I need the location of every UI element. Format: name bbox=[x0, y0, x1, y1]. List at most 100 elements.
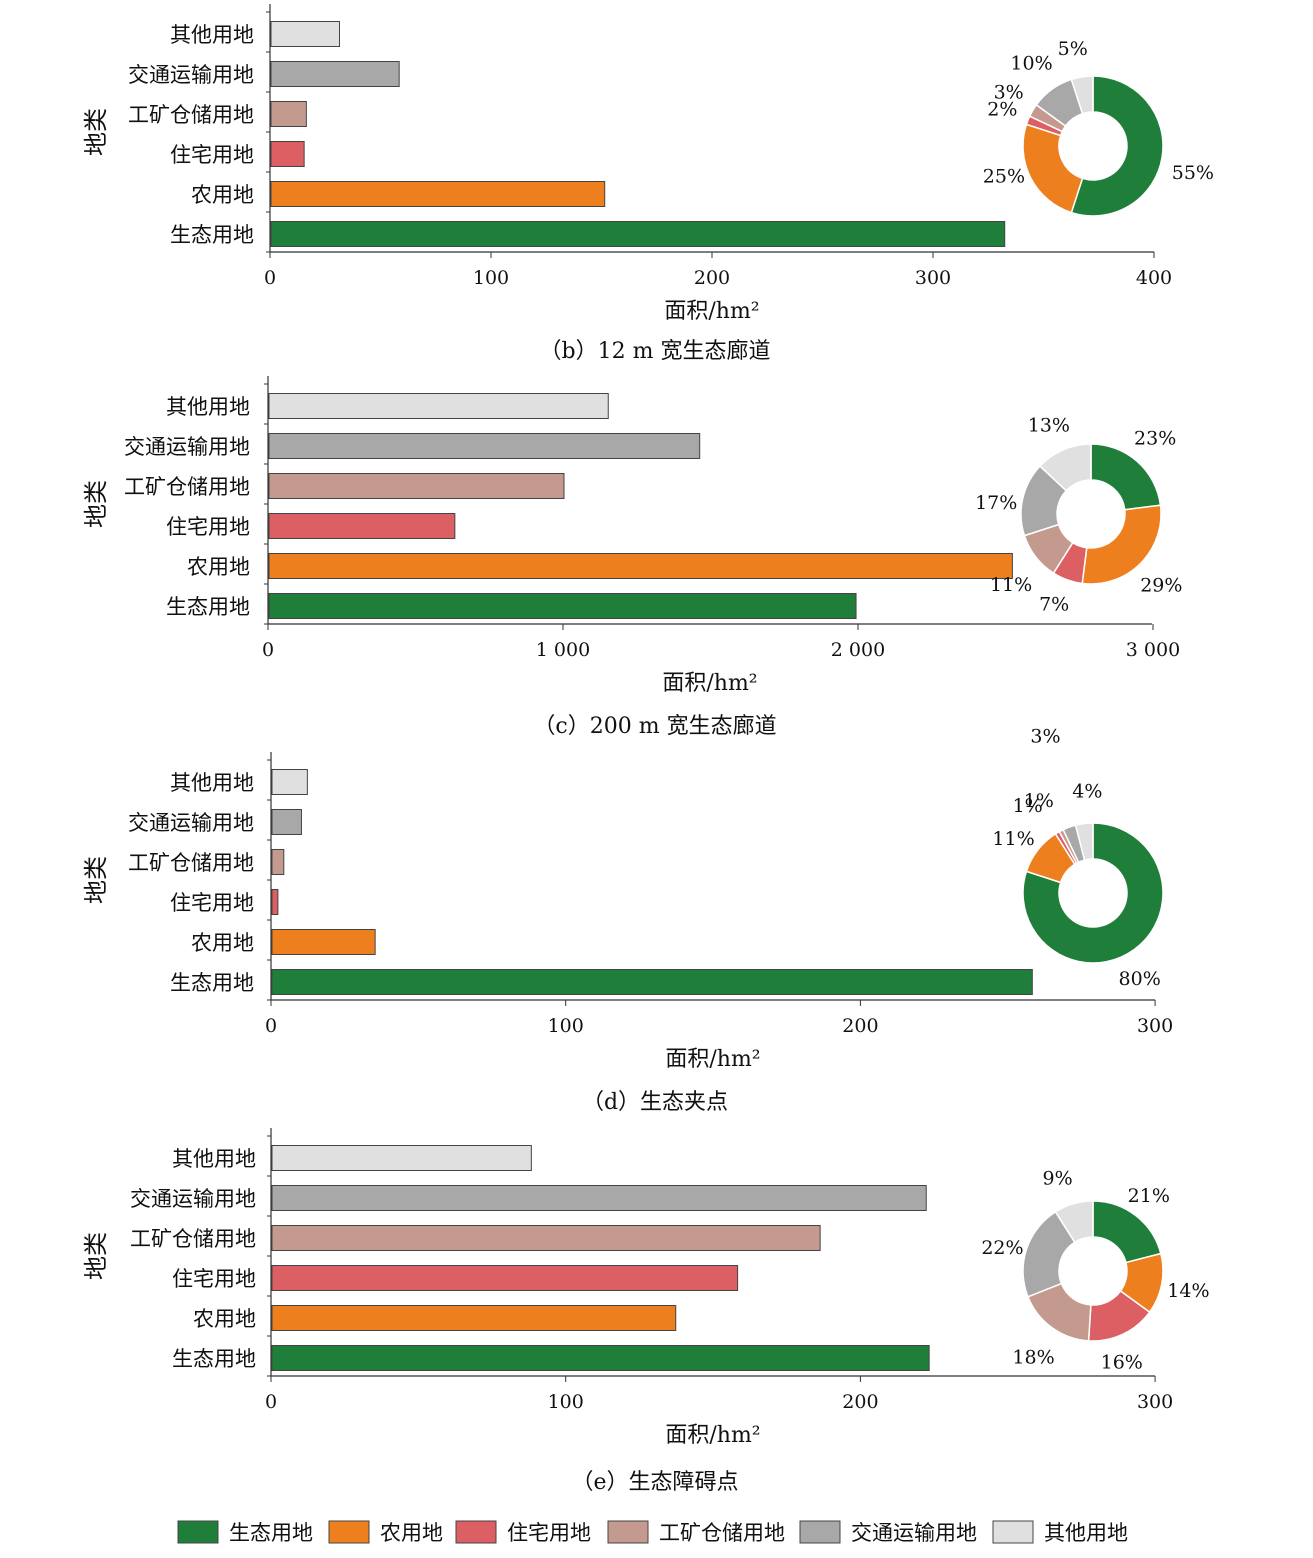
category-label: 交通运输用地 bbox=[124, 435, 250, 459]
bar bbox=[268, 433, 701, 459]
category-label: 生态用地 bbox=[172, 1347, 256, 1371]
x-tick-label: 300 bbox=[1137, 1391, 1173, 1413]
bar bbox=[271, 1185, 927, 1211]
bar bbox=[271, 1225, 821, 1251]
x-tick-label: 100 bbox=[473, 267, 509, 289]
pie-label: 3% bbox=[994, 82, 1024, 104]
pie-slice bbox=[1081, 504, 1162, 585]
x-tick-label: 100 bbox=[548, 1015, 584, 1037]
category-label: 生态用地 bbox=[166, 595, 250, 619]
pie-label: 22% bbox=[981, 1237, 1023, 1259]
pie-label: 10% bbox=[1010, 52, 1052, 74]
category-label: 农用地 bbox=[191, 931, 254, 955]
pie-label: 1% bbox=[1013, 795, 1043, 817]
pie-label: 55% bbox=[1172, 162, 1214, 184]
x-axis-title: 面积/hm² bbox=[662, 671, 757, 696]
bar bbox=[271, 889, 279, 915]
pie-label: 5% bbox=[1058, 38, 1088, 60]
legend-label: 工矿仓储用地 bbox=[659, 1521, 785, 1545]
bar bbox=[271, 1145, 532, 1171]
pie-slice bbox=[1022, 822, 1164, 964]
category-label: 其他用地 bbox=[166, 395, 250, 419]
pie-label: 18% bbox=[1012, 1347, 1054, 1369]
pie-label: 7% bbox=[1039, 594, 1069, 616]
legend-swatch bbox=[607, 1520, 649, 1544]
legend-swatch bbox=[455, 1520, 497, 1544]
bar bbox=[271, 969, 1033, 995]
legend-item: 农用地 bbox=[328, 1520, 443, 1545]
category-label: 交通运输用地 bbox=[130, 1187, 256, 1211]
category-label: 生态用地 bbox=[170, 971, 254, 995]
pie-slice bbox=[1074, 822, 1094, 861]
bar bbox=[270, 101, 307, 127]
category-label: 住宅用地 bbox=[172, 1267, 256, 1291]
pie-slice bbox=[1070, 75, 1094, 115]
panel-caption: （d）生态夹点 bbox=[582, 1090, 728, 1115]
x-axis-title: 面积/hm² bbox=[665, 1047, 760, 1072]
category-label: 农用地 bbox=[193, 1307, 256, 1331]
bar bbox=[271, 769, 308, 795]
legend-label: 生态用地 bbox=[229, 1521, 313, 1545]
bar bbox=[271, 1265, 739, 1291]
category-label: 农用地 bbox=[191, 183, 254, 207]
bar bbox=[271, 1345, 930, 1371]
legend-swatch bbox=[992, 1520, 1034, 1544]
legend-label: 交通运输用地 bbox=[851, 1521, 977, 1545]
legend-label: 其他用地 bbox=[1044, 1521, 1128, 1545]
pie-label: 16% bbox=[1101, 1351, 1143, 1373]
x-tick-label: 3 000 bbox=[1126, 639, 1180, 661]
pie-label: 2% bbox=[987, 99, 1017, 121]
pie-label: 9% bbox=[1043, 1168, 1073, 1190]
bar bbox=[270, 221, 1006, 247]
category-label: 工矿仓储用地 bbox=[124, 475, 250, 499]
x-tick-label: 0 bbox=[262, 639, 274, 661]
category-label: 生态用地 bbox=[170, 223, 254, 247]
bar bbox=[268, 553, 1013, 579]
legend-swatch bbox=[328, 1520, 370, 1544]
pie-label: 17% bbox=[975, 492, 1017, 514]
legend-item: 工矿仓储用地 bbox=[607, 1520, 785, 1545]
legend-label: 农用地 bbox=[380, 1521, 443, 1545]
y-axis-title: 地类 bbox=[82, 856, 110, 904]
bar bbox=[270, 61, 400, 87]
bar bbox=[268, 593, 857, 619]
bar bbox=[270, 141, 305, 167]
category-label: 工矿仓储用地 bbox=[128, 103, 254, 127]
pie-label: 11% bbox=[992, 828, 1034, 850]
x-tick-label: 200 bbox=[842, 1015, 878, 1037]
legend-item: 交通运输用地 bbox=[799, 1520, 977, 1545]
legend: 生态用地 农用地 住宅用地 工矿仓储用地 交通运输用地 其他用地 bbox=[177, 1520, 1128, 1545]
y-axis-title: 地类 bbox=[82, 108, 110, 156]
bar bbox=[268, 393, 609, 419]
panel-caption: （e）生态障碍点 bbox=[571, 1470, 738, 1495]
y-axis-title: 地类 bbox=[82, 480, 110, 528]
legend-swatch bbox=[177, 1520, 219, 1544]
x-tick-label: 2 000 bbox=[831, 639, 885, 661]
bar bbox=[271, 809, 302, 835]
x-axis-title: 面积/hm² bbox=[665, 1423, 760, 1448]
pie-label: 11% bbox=[990, 574, 1032, 596]
bar bbox=[270, 21, 341, 47]
panel-caption: （b）12 m 宽生态廊道 bbox=[540, 339, 771, 364]
pie-label: 3% bbox=[1030, 725, 1060, 747]
pie-slice bbox=[1070, 75, 1164, 217]
panel-caption: （c）200 m 宽生态廊道 bbox=[533, 714, 776, 739]
pie-slice bbox=[1090, 443, 1162, 511]
pie-slice bbox=[1092, 1200, 1162, 1264]
pie-label: 4% bbox=[1072, 781, 1102, 803]
pie-label: 25% bbox=[983, 165, 1025, 187]
x-tick-label: 0 bbox=[264, 267, 276, 289]
legend-item: 住宅用地 bbox=[455, 1520, 591, 1545]
bar bbox=[271, 1305, 677, 1331]
category-label: 交通运输用地 bbox=[128, 63, 254, 87]
category-label: 工矿仓储用地 bbox=[130, 1227, 256, 1251]
x-tick-label: 100 bbox=[548, 1391, 584, 1413]
legend-item: 生态用地 bbox=[177, 1520, 313, 1545]
legend-swatch bbox=[799, 1520, 841, 1544]
category-label: 住宅用地 bbox=[166, 515, 250, 539]
category-label: 工矿仓储用地 bbox=[128, 851, 254, 875]
